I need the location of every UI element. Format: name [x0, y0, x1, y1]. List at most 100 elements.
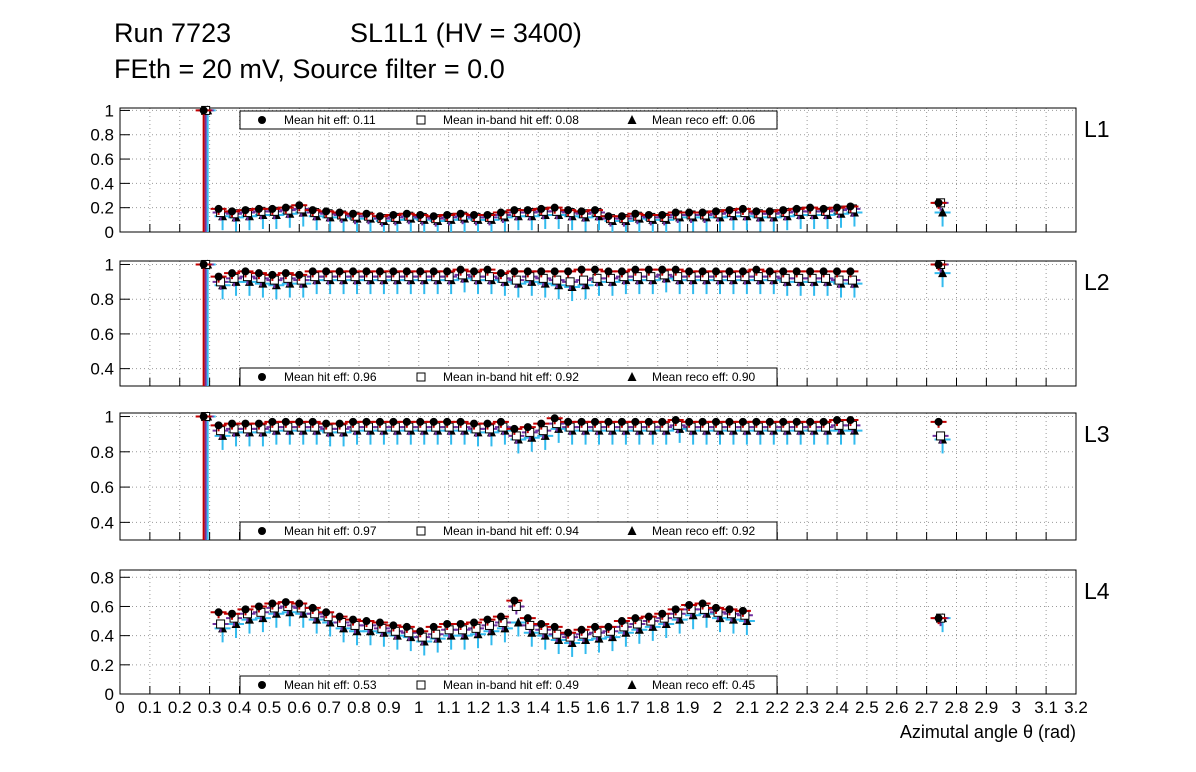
data-point [349, 615, 358, 624]
data-point [389, 210, 398, 219]
data-point [644, 612, 653, 621]
legend-hit: Mean hit eff: 0.96 [284, 370, 377, 384]
data-point [375, 212, 384, 221]
x-tick-label: 0.8 [347, 698, 371, 717]
x-tick-label: 0.5 [258, 698, 282, 717]
data-point [362, 617, 371, 626]
data-point [389, 267, 398, 276]
data-point [765, 267, 774, 276]
data-point [362, 417, 371, 426]
data-point [550, 267, 559, 276]
data-point [934, 198, 943, 207]
data-point [577, 207, 586, 216]
y-tick-label: 0.4 [90, 627, 114, 646]
data-point [510, 424, 519, 433]
data-point [510, 596, 519, 605]
data-point [685, 601, 694, 610]
x-tick-label: 1.5 [556, 698, 580, 717]
data-point [470, 267, 479, 276]
data-point [268, 204, 277, 213]
data-point [322, 267, 331, 276]
data-point [579, 275, 589, 285]
data-point [658, 609, 667, 618]
data-point [281, 203, 290, 212]
data-point [671, 605, 680, 614]
panel-L1: 0 0.2 0.4 0.6 0.8 1 Mean hit eff: 0.11 Mean in-… [90, 101, 1109, 242]
legend-box [239, 675, 778, 695]
data-point [443, 417, 452, 426]
data-point [671, 416, 680, 425]
data-point [591, 265, 600, 274]
data-point [281, 269, 290, 278]
data-point [819, 204, 828, 213]
x-tick-label: 2.7 [915, 698, 939, 717]
data-point [335, 419, 344, 428]
data-point [644, 210, 653, 219]
data-point [537, 204, 546, 213]
y-tick-label: 0.2 [90, 199, 114, 218]
x-tick-label: 1.3 [497, 698, 521, 717]
panel-label: L4 [1084, 578, 1110, 604]
data-point [402, 417, 411, 426]
data-point [685, 417, 694, 426]
data-point [402, 622, 411, 631]
y-tick-label: 0.8 [90, 290, 114, 309]
data-point [322, 608, 331, 617]
y-tick-label: 0.6 [90, 325, 114, 344]
data-point [443, 267, 452, 276]
legend-box [239, 521, 778, 541]
x-tick-label: 3.1 [1034, 698, 1058, 717]
data-point [631, 209, 640, 218]
data-point [228, 269, 237, 278]
data-point [537, 267, 546, 276]
data-point [779, 267, 788, 276]
y-tick-label: 0.6 [90, 150, 114, 169]
data-point [523, 614, 532, 623]
y-tick-label: 0 [105, 223, 114, 242]
x-tick-label: 2.2 [765, 698, 789, 717]
x-tick-label: 1.7 [616, 698, 640, 717]
legend-inband: Mean in-band hit eff: 0.94 [443, 524, 579, 538]
data-point [389, 417, 398, 426]
data-point [604, 212, 613, 221]
legend-inband: Mean in-band hit eff: 0.08 [443, 113, 579, 127]
y-tick-label: 1 [105, 255, 114, 274]
y-tick-label: 1 [105, 408, 114, 427]
data-point [429, 267, 438, 276]
data-point [591, 206, 600, 215]
data-point [483, 615, 492, 624]
data-point [617, 267, 626, 276]
data-point [550, 622, 559, 631]
panel-label: L2 [1084, 269, 1110, 295]
data-point [617, 417, 626, 426]
y-tick-label: 0.8 [90, 126, 114, 145]
data-point [671, 265, 680, 274]
x-tick-label: 2 [713, 698, 722, 717]
legend-L2: Mean hit eff: 0.96 Mean in-band hit eff: … [239, 367, 778, 387]
data-point [308, 603, 317, 612]
data-point [552, 275, 562, 285]
legend-marker-reco [627, 680, 637, 689]
data-point [806, 267, 815, 276]
data-point [604, 622, 613, 631]
x-tick-label: 2.8 [945, 698, 969, 717]
data-point [214, 272, 223, 281]
data-point [752, 207, 761, 216]
data-point [496, 208, 505, 217]
x-tick-label: 2.1 [736, 698, 760, 717]
x-tick-label: 0 [115, 698, 124, 717]
legend-inband: Mean in-band hit eff: 0.49 [443, 678, 579, 692]
data-point [604, 267, 613, 276]
data-point [228, 207, 237, 216]
legend-L3: Mean hit eff: 0.97 Mean in-band hit eff: … [239, 521, 778, 541]
data-point [846, 267, 855, 276]
data-point [592, 273, 602, 283]
legend-marker-hit [258, 681, 266, 689]
y-tick-label: 0.4 [90, 360, 114, 379]
data-point [241, 206, 250, 215]
x-tick-label: 1.1 [437, 698, 461, 717]
x-tick-label: 0.3 [198, 698, 222, 717]
data-point [527, 627, 537, 637]
data-point [511, 275, 521, 285]
data-point [254, 269, 263, 278]
